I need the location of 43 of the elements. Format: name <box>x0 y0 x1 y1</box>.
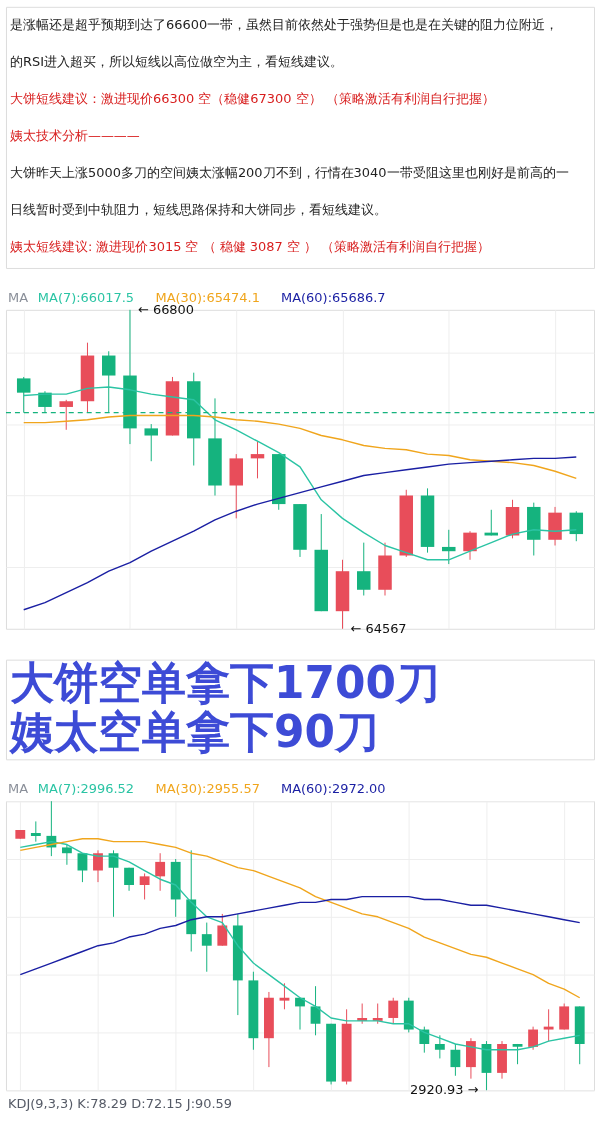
candlestick <box>61 844 72 866</box>
text: 大饼短线建议：激进现价66300 空（稳健67300 空） （策略激活有利润自行把握） <box>9 91 495 107</box>
candlestick <box>559 1003 570 1031</box>
text: MA(30):65474.1 <box>155 289 260 305</box>
text: 姨太短线建议: 激进现价3015 空 （ 稳健 3087 空 ） （策略激活有利润自行把握） <box>9 238 491 254</box>
candlestick <box>155 852 166 892</box>
candlestick <box>59 399 73 431</box>
candlestick <box>144 423 158 462</box>
legend-title: MA <box>7 781 29 797</box>
text: 的RSI进入超买，所以短线以高位做空为主，看短线建议。 <box>9 54 343 70</box>
text: MA(30):2955.57 <box>155 781 260 797</box>
candlestick <box>388 997 399 1025</box>
candlestick <box>139 872 150 900</box>
candlestick <box>528 1026 539 1051</box>
text: 大饼昨天上涨5000多刀的空间姨太涨幅200刀不到，行情在3040一带受阻这里也刚好是前高的一 <box>9 164 569 180</box>
text: 是涨幅还是超乎预期到达了66600一带，虽然目前依然处于强势但是也是在关键的阻力位附近， <box>9 17 559 33</box>
annotation: ← 64567 <box>350 620 407 636</box>
text: 姨太技术分析———— <box>9 127 140 143</box>
text: MA(7):66017.5 <box>37 289 135 305</box>
annotation: 2920.93 → <box>410 1082 479 1098</box>
candlestick <box>357 542 371 596</box>
text: MA(7):2996.52 <box>37 781 135 797</box>
candlestick <box>201 922 212 973</box>
candlestick <box>569 510 584 542</box>
candlestick <box>484 509 499 536</box>
candlestick <box>217 913 228 947</box>
text: 日线暂时受到中轨阻力，短线思路保持和大饼同步，看短线建议。 <box>9 201 387 217</box>
candlestick <box>442 529 456 565</box>
candlestick <box>250 440 265 479</box>
candlestick <box>434 1034 445 1059</box>
candlestick <box>77 852 88 883</box>
candlestick <box>279 982 290 1010</box>
text: MA(60):65686.7 <box>281 289 386 305</box>
candlestick <box>463 530 477 561</box>
candlestick <box>30 820 41 843</box>
legend-title: MA <box>7 289 29 305</box>
text: 姨太空单拿下90刀 <box>7 706 379 758</box>
text: KDJ(9,3,3) K:78.29 D:72.15 J:90.59 <box>7 1096 233 1112</box>
candlestick <box>543 1008 554 1042</box>
candlestick <box>93 849 103 883</box>
text: MA(60):2972.00 <box>281 781 386 797</box>
candlestick <box>450 1043 461 1077</box>
text: 大饼空单拿下1700刀 <box>9 656 440 708</box>
